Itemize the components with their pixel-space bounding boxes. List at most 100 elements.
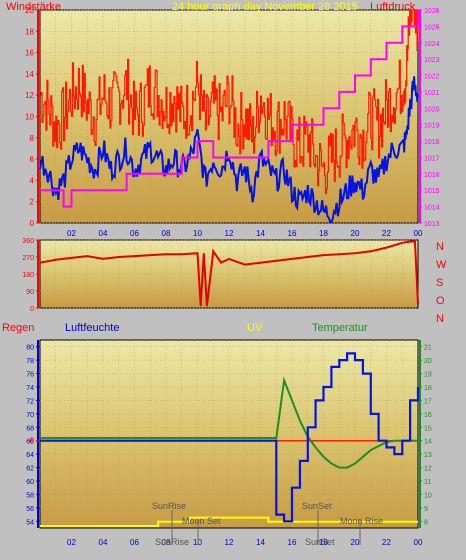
wind-x-tick-label: 04 — [99, 229, 108, 238]
humidity-y-tick-label: 54 — [26, 519, 34, 526]
moonrise-annotation: Moon Rise — [340, 516, 383, 526]
temperature-y-tick-label: 18 — [424, 385, 432, 392]
moonset-annotation: Moon Set — [182, 516, 221, 526]
pressure-y-tick-label: 1022 — [424, 74, 440, 81]
temperature-y-tick-label: 20 — [424, 358, 432, 365]
wind-x-tick-label: 18 — [319, 229, 328, 238]
humidity-y-tick-label: 60 — [26, 479, 34, 486]
weather-x-tick-label: 00 — [414, 538, 423, 547]
pressure-label: Luftdruck — [370, 1, 416, 13]
wind-y-tick-label: 18 — [25, 27, 34, 36]
direction-y-tick-label: 180 — [22, 272, 34, 279]
sunrise-annotation: SunRise — [152, 501, 186, 511]
wind-average-line — [39, 76, 419, 224]
pressure-y-tick-label: 1025 — [424, 24, 440, 31]
temperature-y-tick-label: 15 — [424, 425, 432, 432]
rain-y-tick-label: 0 — [30, 437, 35, 446]
humidity-label: Luftfeuchte — [65, 322, 119, 334]
pressure-y-tick-label: 1024 — [424, 41, 440, 48]
humidity-y-tick-label: 68 — [26, 425, 34, 432]
temperature-label: Temperatur — [312, 322, 368, 334]
direction-letter-n-top: N — [436, 241, 444, 253]
wind-y-tick-label: 6 — [30, 155, 35, 164]
wind-x-tick-label: 12 — [225, 229, 234, 238]
temperature-y-tick-label: 11 — [424, 479, 431, 486]
weather-x-tick-label: 04 — [99, 538, 108, 547]
direction-y-tick-label: 270 — [22, 255, 34, 262]
wind-y-tick-label: 4 — [30, 176, 35, 185]
wind-gust-line — [40, 9, 419, 195]
pressure-line — [40, 10, 419, 208]
direction-y-tick-label: 360 — [22, 238, 34, 245]
weather-x-tick-label: 08 — [162, 538, 171, 547]
pressure-y-tick-label: 1019 — [424, 123, 440, 130]
humidity-line — [40, 352, 420, 523]
sunrise-annotation-bottom: SunRise — [155, 537, 189, 547]
weather-x-tick-label: 12 — [225, 538, 234, 547]
temperature-line — [40, 376, 418, 469]
rain-label: Regen — [2, 322, 34, 334]
wind-x-tick-label: 14 — [256, 229, 265, 238]
pressure-y-tick-label: 1015 — [424, 188, 440, 195]
wind-x-tick-label: 00 — [414, 229, 423, 238]
pressure-y-tick-label: 1017 — [424, 155, 440, 162]
wind-x-tick-label: 22 — [382, 229, 391, 238]
wind-y-tick-label: 16 — [25, 49, 34, 58]
pressure-y-tick-label: 1013 — [424, 221, 440, 228]
humidity-y-tick-label: 74 — [26, 385, 34, 392]
temperature-y-tick-label: 14 — [424, 439, 432, 446]
humidity-y-tick-label: 64 — [26, 452, 34, 459]
wind-y-tick-label: 14 — [25, 70, 34, 79]
pressure-y-tick-label: 1014 — [424, 205, 440, 212]
wind-y-tick-label: 10 — [25, 113, 34, 122]
wind-strength-label: Windstärke — [6, 1, 61, 13]
wind-x-tick-label: 16 — [288, 229, 297, 238]
weather-x-tick-label: 06 — [130, 538, 139, 547]
humidity-y-tick-label: 56 — [26, 506, 34, 513]
direction-letter-s: S — [436, 277, 443, 289]
temperature-y-tick-label: 10 — [424, 492, 432, 499]
wind-y-tick-label: 12 — [25, 91, 34, 100]
wind-x-tick-label: 02 — [67, 229, 76, 238]
temperature-y-tick-label: 19 — [424, 372, 432, 379]
pressure-y-tick-label: 1023 — [424, 57, 440, 64]
uv-line — [40, 516, 418, 527]
sunset-annotation-bottom: SunSet — [305, 537, 335, 547]
temperature-y-tick-label: 8 — [424, 519, 428, 526]
direction-y-tick-label: 90 — [26, 289, 34, 296]
humidity-y-tick-label: 80 — [26, 345, 34, 352]
wind-y-tick-label: 0 — [30, 219, 35, 228]
temperature-y-tick-label: 21 — [424, 345, 432, 352]
pressure-y-tick-label: 1016 — [424, 172, 440, 179]
weather-x-tick-label: 20 — [351, 538, 360, 547]
sunset-annotation: SunSet — [302, 501, 332, 511]
wind-y-tick-label: 20 — [25, 6, 34, 15]
wind-direction-line — [39, 239, 419, 307]
humidity-y-tick-label: 58 — [26, 492, 34, 499]
wind-y-tick-label: 8 — [30, 134, 35, 143]
pressure-y-tick-label: 1026 — [424, 8, 440, 15]
chart-title: 24 hour graph day November 28 2015 — [172, 1, 358, 13]
temperature-y-tick-label: 13 — [424, 452, 432, 459]
direction-letter-n-bottom: N — [436, 313, 444, 325]
weather-x-tick-label: 22 — [382, 538, 391, 547]
temperature-y-tick-label: 9 — [424, 506, 428, 513]
direction-letter-w: W — [436, 259, 447, 271]
wind-x-tick-label: 10 — [193, 229, 202, 238]
wind-x-tick-label: 20 — [351, 229, 360, 238]
humidity-y-tick-label: 72 — [26, 398, 34, 405]
pressure-y-tick-label: 1021 — [424, 90, 440, 97]
direction-y-tick-label: 0 — [30, 306, 34, 313]
weather-x-tick-label: 16 — [288, 538, 297, 547]
wind-x-tick-label: 06 — [130, 229, 139, 238]
temperature-y-tick-label: 16 — [424, 412, 432, 419]
humidity-y-tick-label: 70 — [26, 412, 34, 419]
humidity-y-tick-label: 76 — [26, 372, 34, 379]
pressure-y-tick-label: 1018 — [424, 139, 440, 146]
pressure-y-tick-label: 1020 — [424, 106, 440, 113]
weather-x-tick-label: 18 — [319, 538, 328, 547]
uv-label: UV — [247, 322, 263, 334]
humidity-y-tick-label: 66 — [26, 439, 34, 446]
